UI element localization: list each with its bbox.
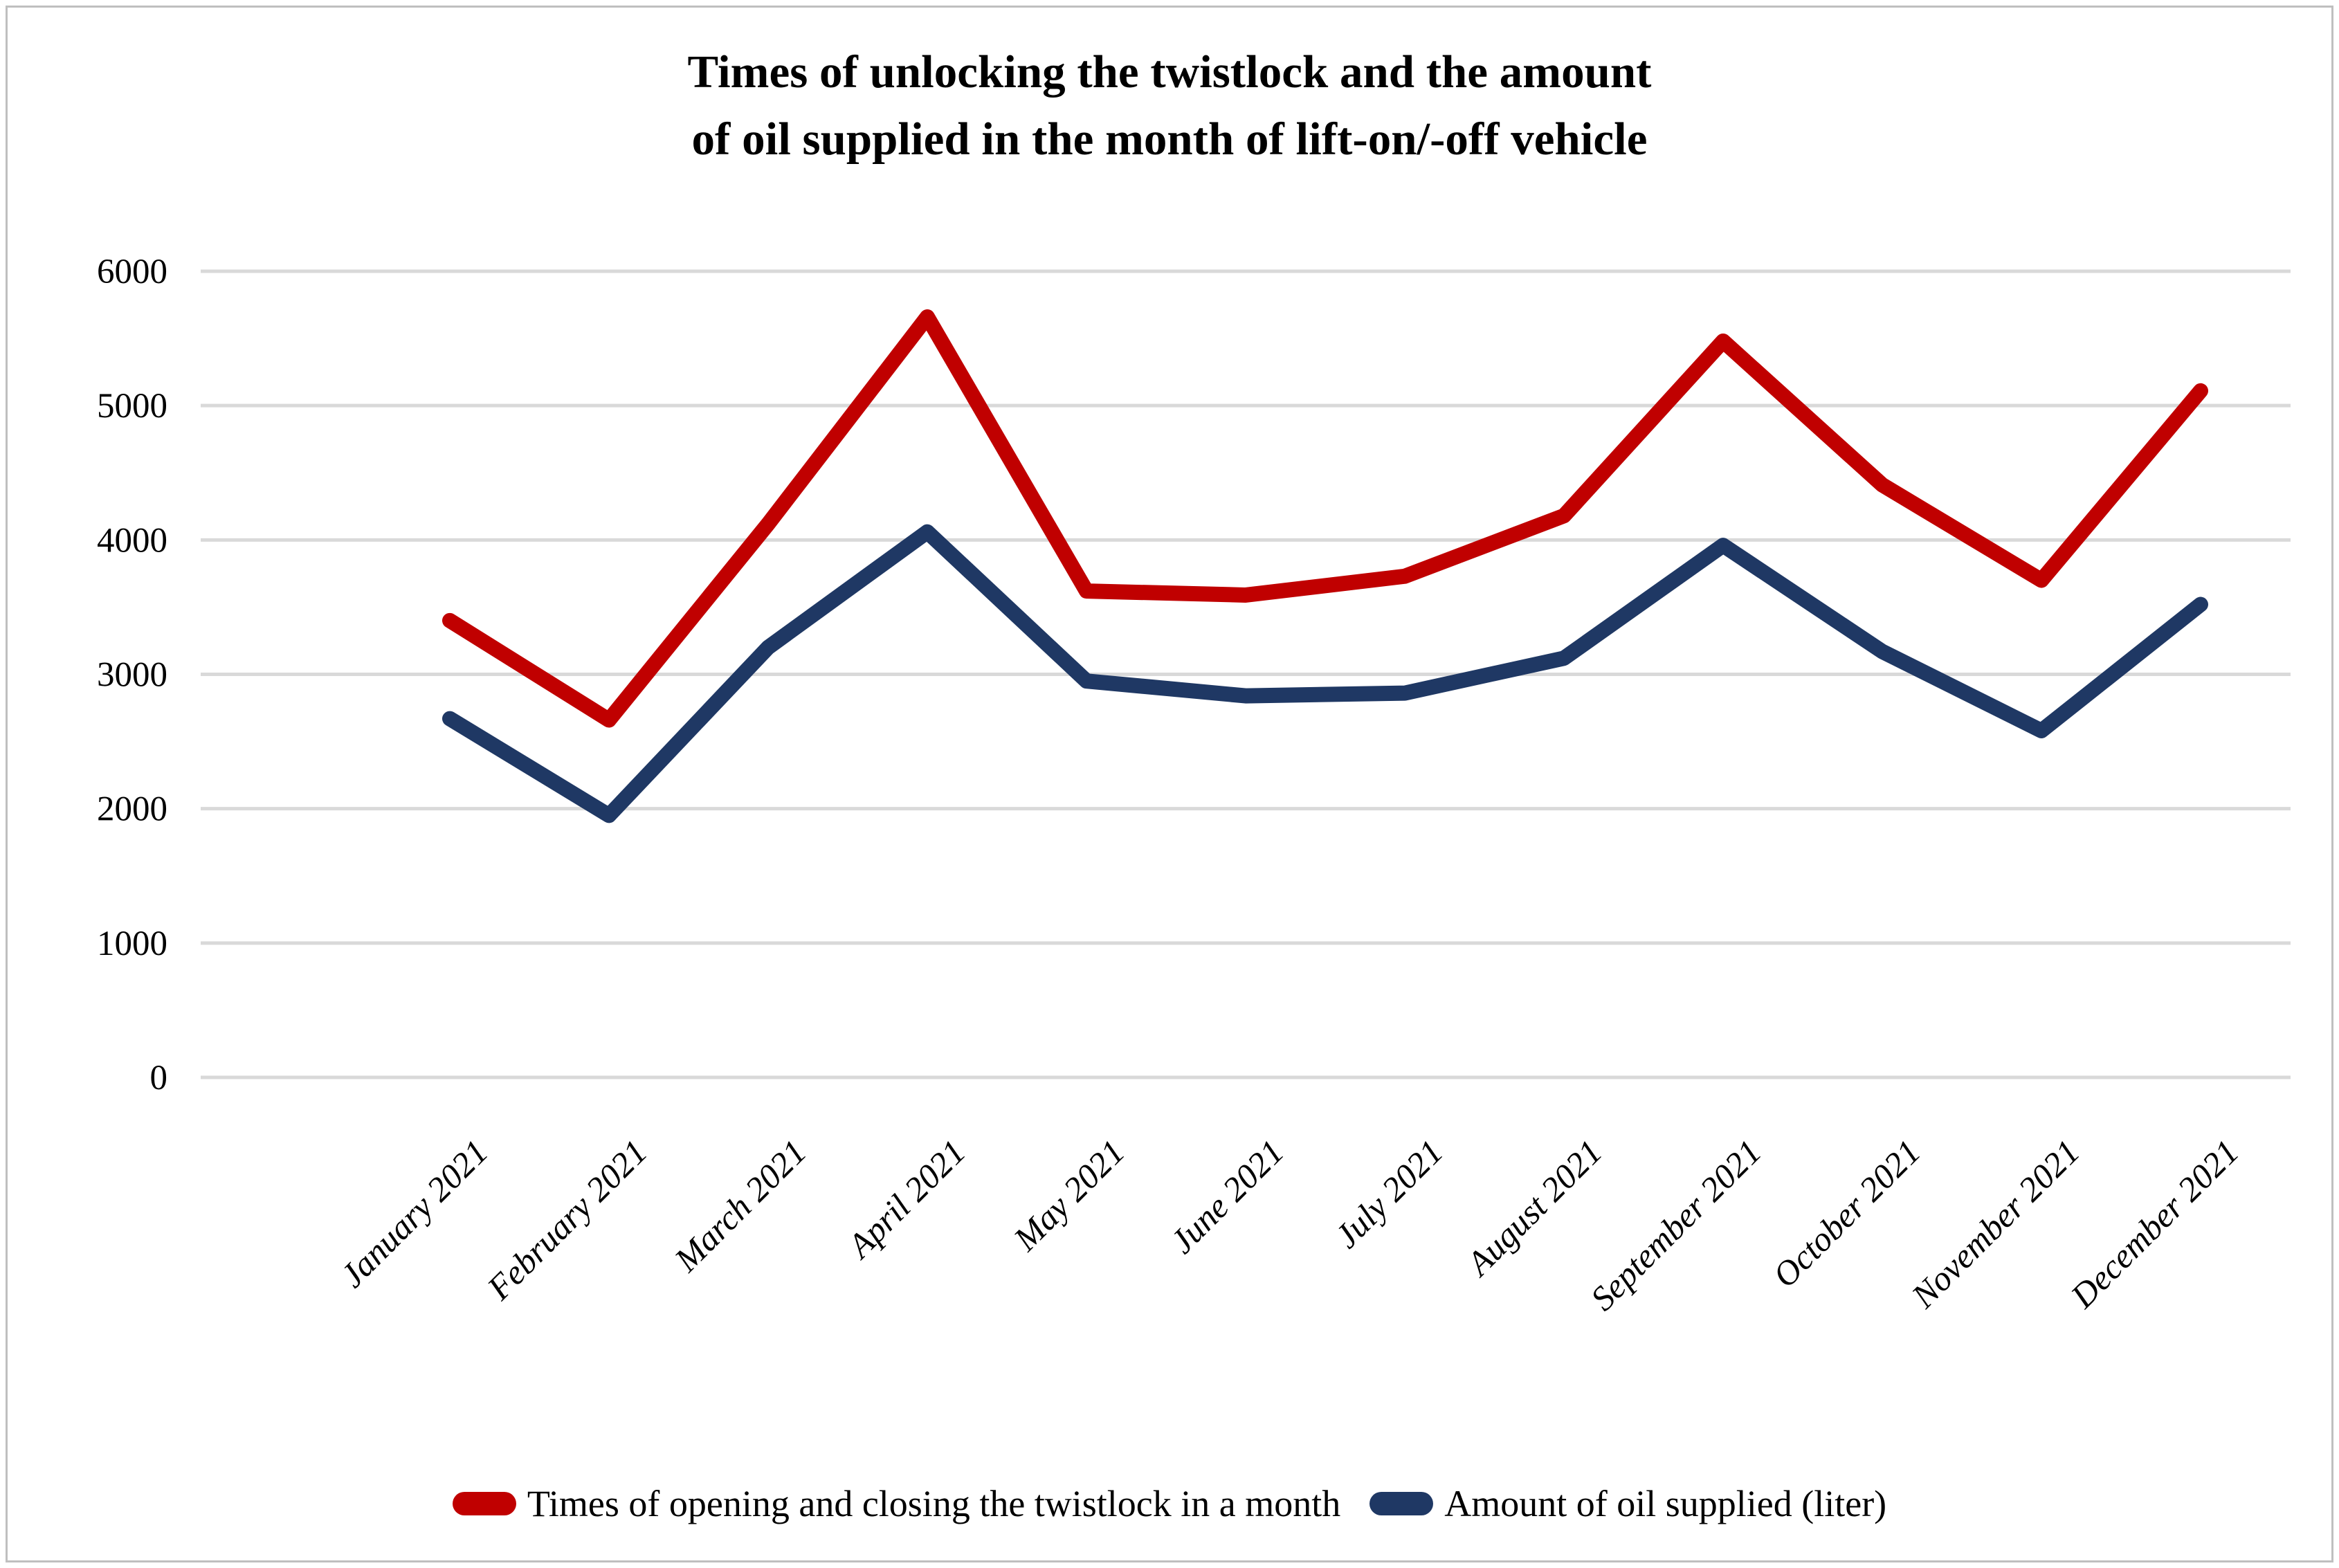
x-axis-label-10: October 2021 [1765, 1132, 1928, 1295]
series-line-oil [442, 524, 2208, 823]
x-axis-label-2: February 2021 [479, 1132, 654, 1307]
x-axis-label-8: August 2021 [1457, 1132, 1609, 1284]
legend-label-oil: Amount of oil supplied (liter) [1444, 1483, 1887, 1524]
x-axis-label-12: December 2021 [2063, 1132, 2246, 1315]
y-tick-label-0: 0 [150, 1059, 168, 1097]
y-tick-label-5000: 5000 [97, 387, 167, 426]
x-axis-label-9: September 2021 [1583, 1132, 1768, 1318]
chart-title-line1: Times of unlocking the twistlock and the… [687, 46, 1652, 98]
legend-item-oil: Amount of oil supplied (liter) [1369, 1482, 1886, 1525]
x-axis-label-11: November 2021 [1904, 1132, 2087, 1315]
y-tick-label-1000: 1000 [97, 924, 167, 963]
x-axis-label-6: June 2021 [1163, 1132, 1291, 1261]
series-line-twistlock [442, 309, 2208, 728]
chart-title-line2: of oil supplied in the month of lift-on/… [691, 113, 1648, 165]
x-axis-label-1: January 2021 [333, 1132, 495, 1295]
y-tick-label-4000: 4000 [97, 521, 167, 560]
y-tick-label-6000: 6000 [97, 253, 167, 291]
legend-swatch-oil [1369, 1492, 1434, 1515]
legend: Times of opening and closing the twistlo… [0, 1482, 2339, 1525]
x-axis-label-7: July 2021 [1327, 1132, 1450, 1255]
legend-item-twistlock: Times of opening and closing the twistlo… [452, 1482, 1341, 1525]
x-axis-label-3: March 2021 [666, 1132, 814, 1279]
legend-label-twistlock: Times of opening and closing the twistlo… [527, 1483, 1341, 1524]
x-axis-label-4: April 2021 [839, 1132, 973, 1266]
x-axis-label-5: May 2021 [1005, 1132, 1132, 1259]
y-tick-label-2000: 2000 [97, 790, 167, 829]
legend-swatch-twistlock [452, 1492, 516, 1515]
chart-title: Times of unlocking the twistlock and the… [0, 39, 2339, 173]
y-tick-label-3000: 3000 [97, 656, 167, 695]
